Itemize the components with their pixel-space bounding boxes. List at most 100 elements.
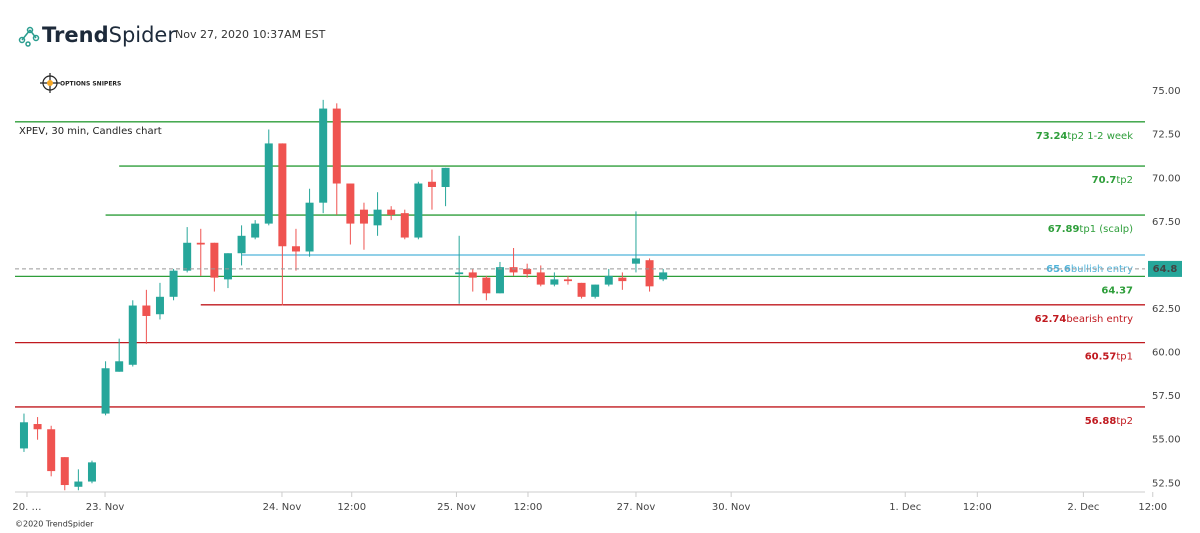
candle-body: [427, 181, 436, 187]
candle-body: [155, 296, 164, 315]
candle-body: [577, 282, 586, 297]
candle-body: [414, 183, 423, 238]
level-value: 65.6: [1046, 264, 1071, 275]
level-text: bearish entry: [1066, 314, 1133, 325]
y-tick-label: 62.50: [1152, 304, 1181, 315]
level-text: tp2 1-2 week: [1067, 131, 1133, 142]
candle-body: [60, 457, 69, 486]
candle-body: [387, 209, 396, 215]
level-text: tp1: [1116, 352, 1133, 363]
brand-bold: Trend: [42, 23, 109, 47]
level-label: 56.88tp2: [1085, 416, 1133, 427]
candle-body: [563, 279, 572, 282]
candle-body: [346, 183, 355, 224]
level-text: bullish entry: [1071, 264, 1133, 275]
candle-body: [604, 275, 613, 285]
candle-body: [101, 368, 110, 414]
candle-body: [183, 242, 192, 271]
level-label: 65.6bullish entry: [1046, 264, 1133, 275]
candle-body: [128, 305, 137, 365]
y-tick-label: 60.00: [1152, 348, 1181, 359]
x-tick-label: 2. Dec: [1067, 502, 1099, 513]
level-value: 64.37: [1101, 285, 1133, 296]
candle-body: [115, 361, 124, 372]
last-price-box: [1148, 260, 1182, 277]
y-tick-label: 72.50: [1152, 130, 1181, 141]
candle-body: [509, 267, 518, 273]
y-tick-label: 75.00: [1152, 86, 1181, 97]
candle-body: [223, 253, 232, 280]
x-tick-label: 12:00: [1138, 502, 1167, 513]
x-tick-label: 12:00: [514, 502, 543, 513]
candle-body: [631, 258, 640, 264]
level-value: 62.74: [1035, 314, 1067, 325]
x-tick-label: 24. Nov: [263, 502, 302, 513]
level-value: 56.88: [1085, 416, 1117, 427]
brand-regular: Spider: [109, 23, 177, 47]
candle-body: [455, 272, 464, 275]
chart-title: XPEV, 30 min, Candles chart: [19, 126, 162, 137]
candle-body: [618, 277, 627, 282]
candle-body: [591, 284, 600, 297]
logo-icon: [18, 26, 40, 47]
level-text: tp2: [1116, 416, 1133, 427]
candle-body: [169, 270, 178, 297]
level-text: tp1 (scalp): [1079, 224, 1133, 235]
candle-body: [196, 242, 205, 245]
badge: OPTIONS SNIPERS: [60, 81, 121, 88]
y-tick-label: 70.00: [1152, 173, 1181, 184]
badge-icon: [40, 73, 60, 93]
candle-body: [33, 424, 42, 430]
candle-body: [87, 462, 96, 482]
level-value: 70.7: [1092, 175, 1117, 186]
x-tick-label: 23. Nov: [86, 502, 125, 513]
candle-body: [237, 235, 246, 254]
x-tick-label: 1. Dec: [889, 502, 921, 513]
candle-body: [536, 272, 545, 285]
footer: ©2020 TrendSpider: [15, 520, 94, 529]
candle-body: [373, 209, 382, 226]
x-tick-label: 12:00: [337, 502, 366, 513]
timestamp: Nov 27, 2020 10:37AM EST: [175, 28, 326, 41]
candle-body: [291, 246, 300, 252]
candle-body: [210, 242, 219, 278]
candle-body: [142, 305, 151, 316]
level-label: 67.89tp1 (scalp): [1048, 224, 1133, 235]
candle-body: [468, 272, 477, 278]
level-value: 73.24: [1036, 131, 1068, 142]
candle-body: [400, 213, 409, 238]
x-tick-label: 20. …: [12, 502, 41, 513]
candle-body: [74, 481, 83, 487]
candle-body: [495, 267, 504, 294]
candle-body: [550, 279, 559, 285]
level-label: 60.57tp1: [1085, 352, 1133, 363]
candle-body: [645, 260, 654, 287]
x-tick-label: 27. Nov: [617, 502, 656, 513]
candle-body: [659, 272, 668, 280]
level-label: 62.74bearish entry: [1035, 314, 1133, 325]
level-value: 67.89: [1048, 224, 1080, 235]
candle-body: [251, 223, 260, 238]
candle-body: [47, 429, 56, 472]
y-tick-label: 67.50: [1152, 217, 1181, 228]
last-price-label: 64.8: [1153, 264, 1178, 275]
level-label: 64.37: [1101, 285, 1133, 296]
y-tick-label: 57.50: [1152, 391, 1181, 402]
x-tick-label: 25. Nov: [437, 502, 476, 513]
candle-body: [264, 143, 273, 224]
level-value: 60.57: [1085, 352, 1117, 363]
x-tick-label: 12:00: [963, 502, 992, 513]
candle-body: [359, 209, 368, 224]
y-tick-label: 55.00: [1152, 435, 1181, 446]
candle-body: [482, 277, 491, 294]
candle-body: [523, 268, 532, 275]
candle-body: [332, 108, 341, 184]
candle-body: [441, 167, 450, 187]
x-tick-label: 30. Nov: [712, 502, 751, 513]
y-tick-label: 52.50: [1152, 478, 1181, 489]
brand: TrendSpider: [42, 23, 176, 47]
candle-body: [305, 202, 314, 252]
candle-body: [319, 108, 328, 203]
level-label: 70.7tp2: [1092, 175, 1133, 186]
